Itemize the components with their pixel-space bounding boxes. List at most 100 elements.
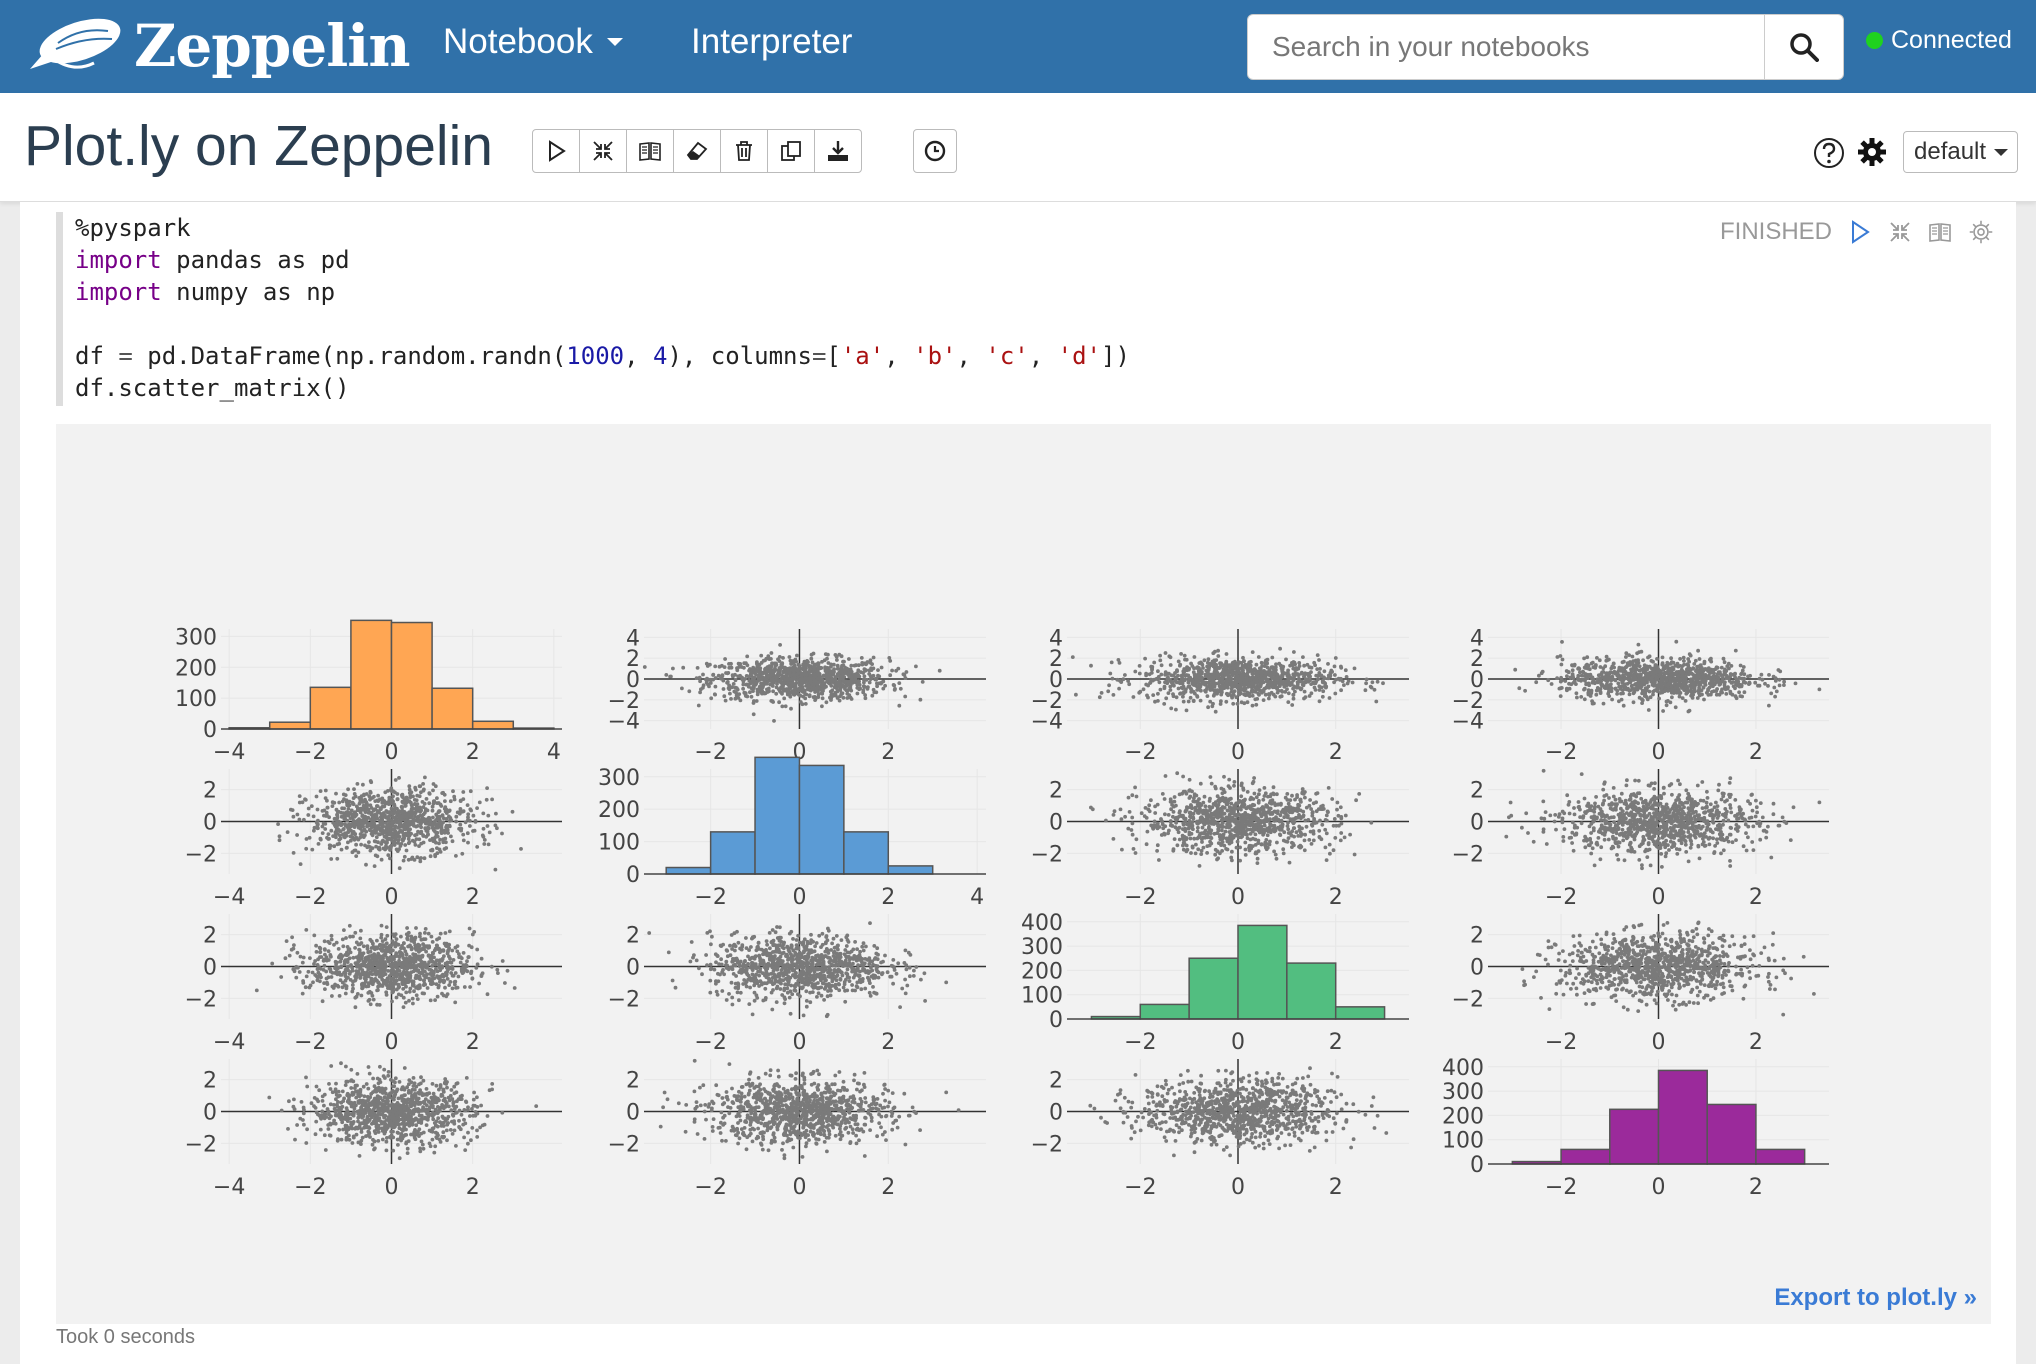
scatter-point [399,804,404,809]
histogram-bar[interactable] [431,687,474,730]
show-hide-output-icon[interactable] [1928,220,1952,244]
histogram-bar[interactable] [843,831,890,875]
scatter-point [1322,669,1327,674]
scatter-point [335,856,340,861]
scatter-point [291,851,296,855]
scatter-point [1216,856,1220,861]
histogram-bar[interactable] [268,721,312,730]
notebook-menu[interactable]: Notebook [443,22,623,62]
search-button[interactable] [1764,15,1843,79]
clone-notebook-button[interactable] [768,130,815,172]
scatter-point [1219,692,1224,697]
code-line: import numpy as np [75,278,336,306]
scatter-point [1176,659,1181,664]
scatter-point [1688,679,1693,684]
scatter-point [855,691,860,696]
histogram-bar[interactable] [471,720,515,730]
scatter-point [1214,658,1219,662]
histogram-bar[interactable] [665,866,712,875]
scatter-point [1721,656,1726,661]
interpreter-link[interactable]: Interpreter [691,22,853,61]
scatter-point [303,797,307,802]
scatter-point [468,807,473,812]
remove-notebook-button[interactable] [721,130,768,172]
scatter-point [1689,685,1694,690]
scatter-point [374,835,379,840]
scatter-point [1216,681,1221,686]
scatter-point [377,826,382,831]
histogram-bar[interactable] [350,619,393,730]
scatter-points[interactable] [1070,646,1385,714]
scatter-point [1220,828,1224,833]
scatter-point [1272,676,1277,681]
scatter-point [422,856,427,861]
scatter-point [777,700,781,705]
run-paragraph-icon[interactable] [1848,219,1872,245]
histogram-bar[interactable] [309,686,352,730]
code-editor[interactable]: %pyspark import pandas as pd import nump… [56,212,1356,406]
scatter-point [1118,807,1123,812]
scatter-point [493,823,498,828]
scatter-points[interactable] [1513,639,1822,714]
run-all-button[interactable] [533,130,580,172]
histogram-bar[interactable] [390,621,433,730]
scatter-point [1216,648,1220,653]
page-title[interactable]: Plot.ly on Zeppelin [24,114,493,178]
scatter-point [1242,683,1247,688]
help-button[interactable] [1813,137,1845,174]
scatter-point [1209,781,1214,786]
show-hide-code-button[interactable] [580,130,627,172]
scatter-point [1332,664,1337,669]
scatter-point [1130,821,1135,826]
scatter-point [1693,674,1698,679]
histogram-bar[interactable] [754,756,801,875]
scatter-point [1264,803,1269,807]
scatter-point [1702,661,1707,666]
scatter-point [787,655,792,659]
show-hide-output-button[interactable] [627,130,674,172]
histogram-bar[interactable] [798,764,845,875]
scatter-point [1248,797,1253,802]
search-input[interactable] [1248,15,1764,79]
scatter-point [329,857,334,861]
clear-output-button[interactable] [674,130,721,172]
histogram-bar[interactable] [709,831,756,875]
paragraph-settings-icon[interactable] [1968,219,1994,245]
scatter-point [1159,663,1164,668]
scatter-point [897,703,902,708]
scatter-point [781,670,786,675]
scatter-point [733,696,738,701]
scatter-point [1715,675,1720,680]
scatter-point [1665,663,1670,667]
scatter-point [447,814,451,819]
x-tick-label: 0 [1652,740,1666,765]
scatter-point [430,847,435,852]
scatter-point [1099,691,1104,695]
export-notebook-button[interactable] [815,130,861,172]
scatter-points[interactable] [642,643,942,723]
zeppelin-logo[interactable]: Zeppelin [24,12,410,80]
scatter-point [1321,803,1325,808]
scatter-point [1133,785,1137,790]
scatter-point [720,673,725,677]
scatter-point [1333,673,1337,677]
interpreter-binding-dropdown[interactable]: default [1903,131,2018,173]
scatter-point [1635,663,1640,668]
scatter-point [1265,661,1269,665]
scatter-point [1647,689,1652,694]
scatter-point [1300,832,1304,837]
scatter-point [1254,851,1259,856]
scatter-point [1684,672,1689,677]
scatter-point [1677,694,1682,699]
scatter-point [723,657,727,661]
show-hide-editor-icon[interactable] [1888,220,1912,244]
scatter-point [337,841,342,846]
settings-button[interactable] [1857,137,1887,172]
scatter-point [1253,832,1258,837]
histogram-bar[interactable] [887,865,934,875]
scatter-point [1215,673,1220,678]
scheduler-button[interactable] [913,129,957,173]
scatter-point [338,829,343,834]
scatter-point [1303,790,1307,794]
